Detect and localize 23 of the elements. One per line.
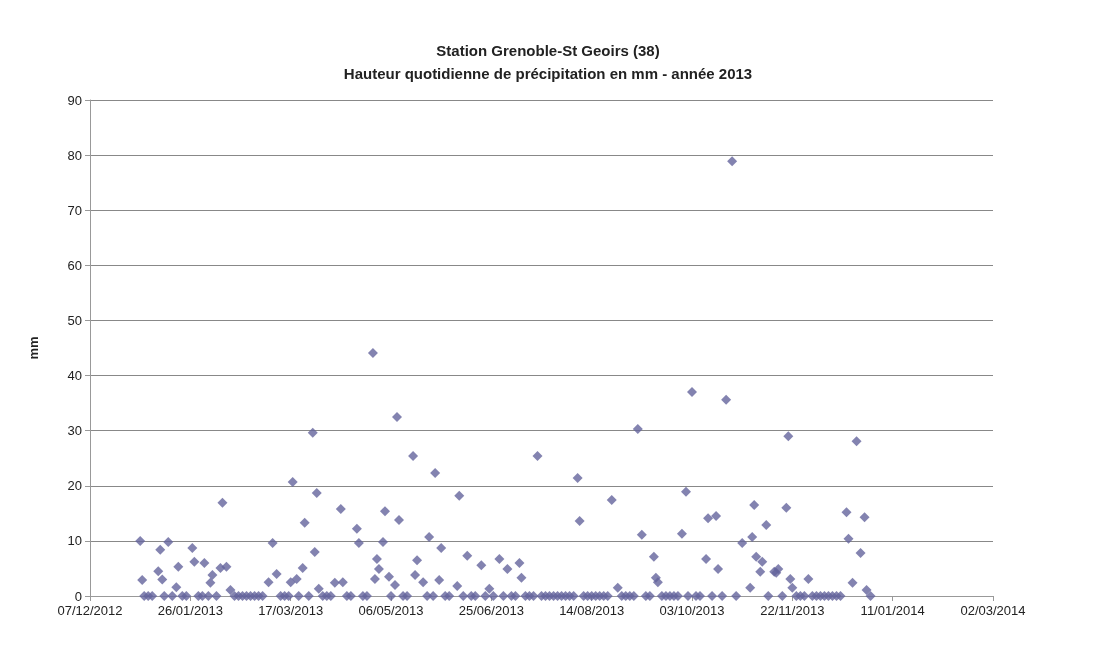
x-tick-label: 22/11/2013	[760, 603, 825, 618]
y-tick-label: 80	[67, 147, 82, 163]
x-tick-label: 14/08/2013	[559, 603, 625, 618]
y-tick-label: 90	[67, 92, 82, 108]
x-tick-label: 03/10/2013	[659, 603, 725, 618]
y-axis-title: mm	[26, 336, 41, 360]
x-tick-label: 07/12/2012	[57, 603, 123, 618]
x-tick-label: 11/01/2014	[860, 603, 925, 618]
y-tick-label: 30	[67, 423, 82, 439]
y-tick-label: 40	[67, 368, 82, 384]
x-tick-label: 26/01/2013	[157, 603, 223, 618]
y-tick-label: 10	[67, 533, 82, 549]
x-tick-label: 02/03/2014	[960, 603, 1026, 618]
x-tick-label: 17/03/2013	[258, 603, 324, 618]
chart-title: Station Grenoble-St Geoirs (38)	[436, 42, 660, 59]
y-tick-label: 60	[67, 257, 82, 273]
x-tick-label: 06/05/2013	[358, 603, 424, 618]
y-tick-label: 70	[67, 202, 82, 218]
y-tick-label: 0	[74, 588, 82, 604]
y-tick-label: 50	[67, 312, 82, 328]
chart-subtitle: Hauteur quotidienne de précipitation en mm - année 2013	[343, 65, 753, 82]
y-tick-label: 20	[67, 478, 82, 494]
x-tick-label: 25/06/2013	[458, 603, 524, 618]
